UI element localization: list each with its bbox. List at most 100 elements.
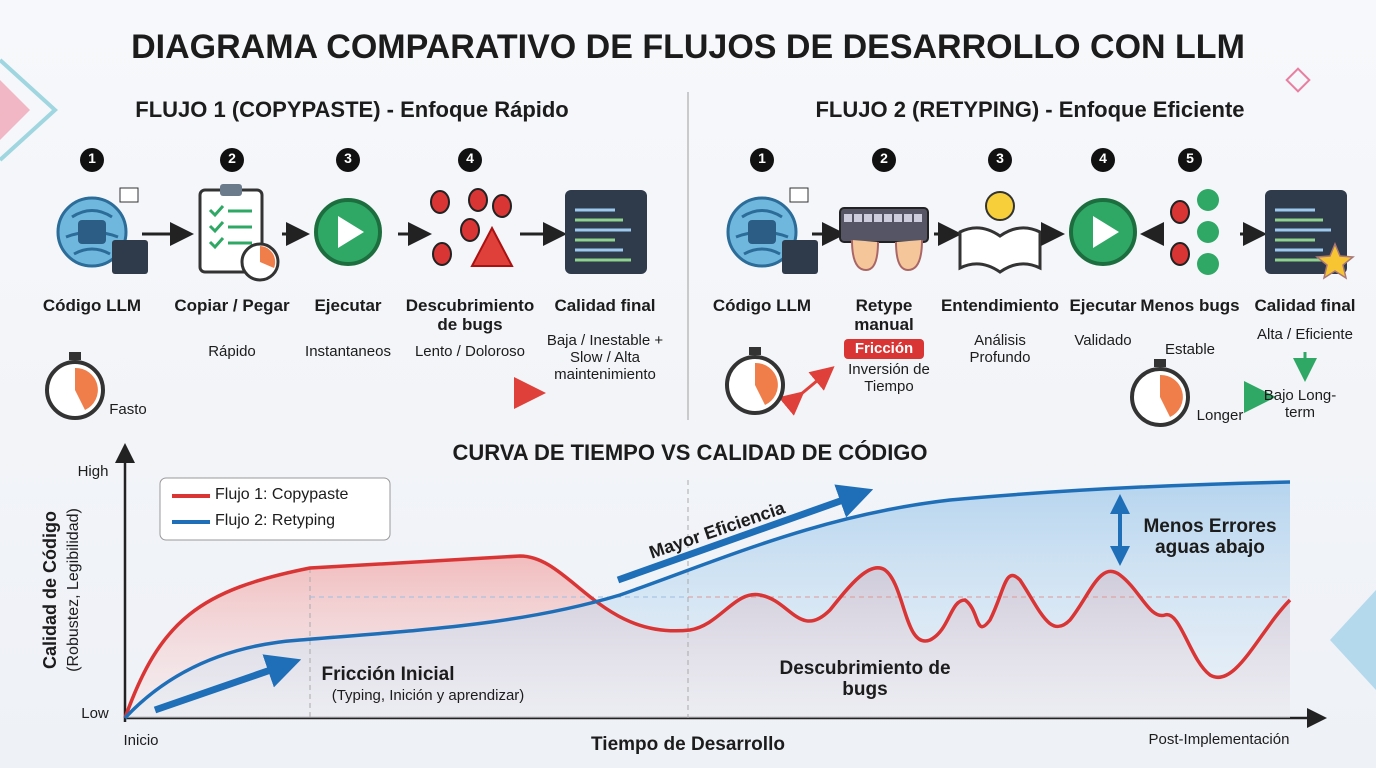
x-start-label: Inicio: [123, 732, 159, 749]
step-label: Menos bugs: [1140, 296, 1240, 315]
stopwatch-crown: [1154, 359, 1166, 367]
annotation: (Typing, Inición y aprendizar): [331, 687, 525, 704]
key: [854, 214, 862, 222]
decoration: [1285, 67, 1311, 93]
decoration: [0, 58, 58, 162]
annotation: Menos Errores aguas abajo: [1143, 516, 1277, 559]
timer-label: Longer: [1196, 407, 1244, 424]
step-label: Código LLM: [42, 296, 142, 315]
check: [208, 237, 252, 250]
step-icon: [726, 187, 818, 274]
tag: [789, 187, 809, 203]
result-note: Bajo Long-term: [1263, 387, 1337, 421]
step-number: 4: [1099, 150, 1107, 166]
step-badge: [872, 148, 896, 172]
step-number: 1: [758, 150, 766, 166]
key: [884, 214, 892, 222]
step-number: 2: [228, 150, 236, 166]
flow-title: FLUJO 1 (COPYPASTE) - Enfoque Rápido: [135, 97, 569, 122]
step-icon: [958, 191, 1042, 274]
warning: [470, 225, 514, 267]
step-label: Entendimiento: [940, 296, 1060, 315]
bug: [432, 242, 452, 266]
efficiency-arrow: [616, 484, 874, 584]
stopwatch-wedge: [755, 362, 778, 405]
stopwatch-wedge: [1160, 374, 1183, 417]
bug: [468, 188, 488, 212]
stopwatch: [725, 347, 785, 415]
step-note: Inversión de Tiempo: [848, 361, 930, 395]
step-badge: [1178, 148, 1202, 172]
step-label: Descubrimiento de bugs: [405, 296, 535, 335]
x-end-label: Post-Implementación: [1148, 731, 1290, 748]
stopwatch: [45, 352, 105, 420]
step-icon: [1265, 190, 1355, 280]
check-dot: [1197, 253, 1219, 275]
check: [208, 205, 252, 218]
step-badge: [1091, 148, 1115, 172]
play-triangle: [1093, 216, 1119, 248]
stopwatch-crown: [69, 352, 81, 360]
step-label: Código LLM: [712, 296, 812, 315]
step-note: Validado: [1074, 332, 1132, 349]
step-note: Instantaneos: [305, 343, 391, 360]
annotation: Descubrimiento de bugs: [779, 658, 951, 701]
star: [1315, 242, 1355, 280]
step-label: Calidad final: [554, 296, 656, 315]
retyping-curve: [123, 480, 1291, 720]
step-badge: [988, 148, 1012, 172]
bug: [460, 218, 480, 242]
step-badge: [220, 148, 244, 172]
tag: [119, 187, 139, 203]
stopwatch-wedge: [75, 367, 98, 410]
step-number: 1: [88, 150, 96, 166]
check-dot: [1197, 189, 1219, 211]
step-icon: [56, 187, 148, 274]
check-dot: [1197, 221, 1219, 243]
friction-arrow-small: [778, 366, 835, 416]
step-icon: [1170, 189, 1219, 275]
bulb: [985, 191, 1015, 221]
timer-wedge: [260, 246, 276, 268]
y-axis-sublabel: (Robustez, Legibilidad): [65, 508, 83, 672]
y-high-label: High: [77, 463, 109, 480]
step-label: Ejecutar: [314, 296, 382, 315]
friction-arrow: [153, 654, 302, 714]
bug: [1170, 242, 1190, 266]
y-low-label: Low: [81, 705, 109, 722]
clip: [220, 184, 242, 196]
annotation: Fricción Inicial: [321, 664, 455, 685]
stopwatch-crown: [749, 347, 761, 355]
step-label: Copiar / Pegar: [174, 296, 290, 315]
step-note: Análisis Profundo: [969, 332, 1031, 366]
step-label: Retype manual: [854, 296, 914, 335]
step-note: Baja / Inestable + Slow / Alta maintenim…: [546, 332, 664, 383]
bug: [430, 190, 450, 214]
step-number: 3: [344, 150, 352, 166]
flow-title: FLUJO 2 (RETYPING) - Enfoque Eficiente: [815, 97, 1245, 122]
legend-box: [159, 477, 391, 541]
retyping-area: [125, 482, 1290, 718]
key: [904, 214, 912, 222]
stopwatch: [1130, 359, 1190, 427]
step-icon: [565, 190, 647, 274]
key: [864, 214, 872, 222]
friction-badge: [844, 339, 924, 359]
bug: [1170, 200, 1190, 224]
step-badge: [80, 148, 104, 172]
timer-label: Fasto: [109, 401, 147, 418]
step-icon: [839, 207, 929, 272]
friction-label: Fricción: [854, 340, 914, 357]
step-icon: [1069, 198, 1137, 266]
step-number: 4: [466, 150, 474, 166]
book: [958, 226, 1042, 274]
step-number: 5: [1186, 150, 1194, 166]
chart-title: CURVA DE TIEMPO VS CALIDAD DE CÓDIGO: [452, 440, 928, 465]
check: [208, 221, 252, 234]
step-badge: [750, 148, 774, 172]
keyboard: [839, 207, 929, 243]
copypaste-curve: [123, 554, 1292, 719]
step-badge: [336, 148, 360, 172]
